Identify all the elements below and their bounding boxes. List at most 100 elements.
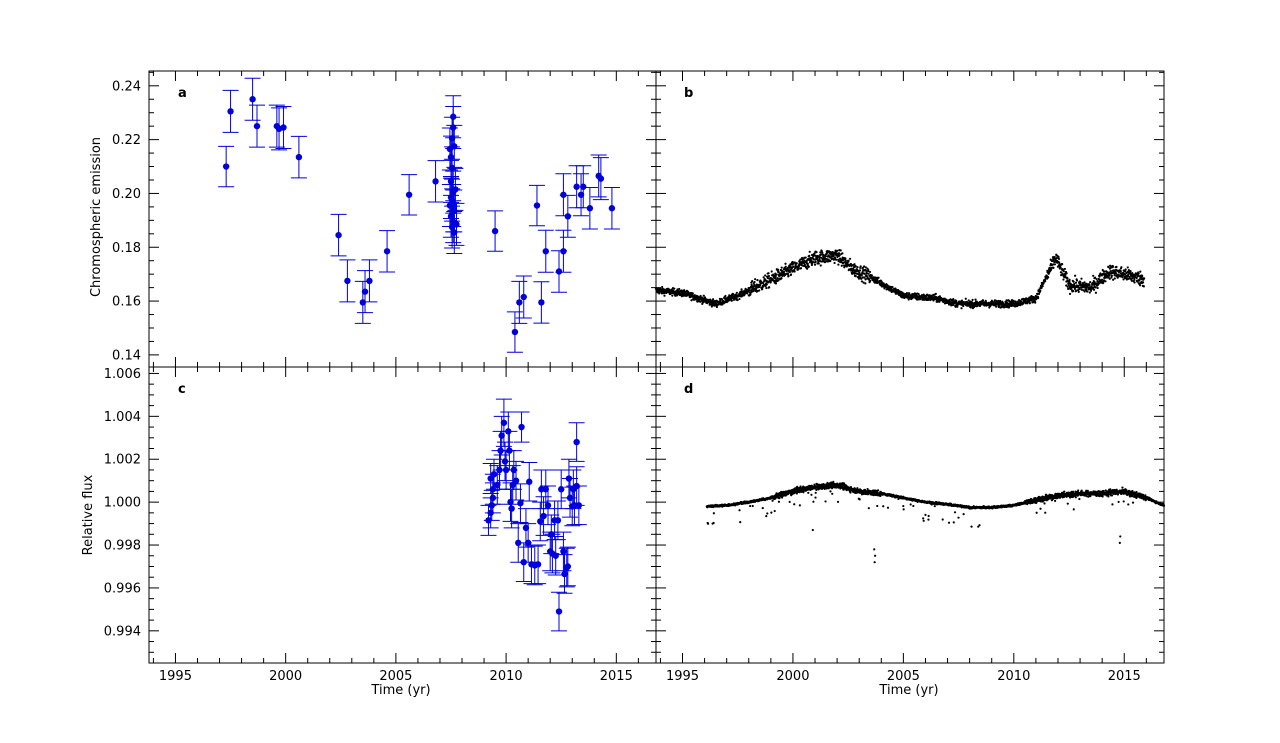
panel-d-marks: [705, 480, 1166, 564]
data-point: [678, 287, 681, 291]
data-point: [804, 256, 807, 259]
y-tick-label: 0.18: [112, 241, 141, 256]
data-point: [222, 163, 230, 170]
x-tick-label: 2000: [269, 669, 302, 684]
data-point: [863, 272, 866, 275]
data-point: [597, 175, 605, 182]
data-point: [864, 282, 867, 285]
data-point: [952, 521, 955, 524]
data-point: [452, 186, 459, 193]
data-point: [924, 513, 927, 516]
data-point: [1093, 281, 1096, 284]
data-point: [1120, 266, 1123, 269]
data-point: [566, 494, 574, 502]
data-point: [867, 507, 870, 510]
data-point: [405, 191, 413, 198]
y-tick-label: 0.22: [112, 133, 141, 148]
data-point: [738, 297, 741, 301]
data-point: [1138, 278, 1141, 281]
data-point: [927, 514, 930, 518]
data-point: [864, 278, 867, 281]
data-point: [508, 505, 515, 512]
data-point: [792, 265, 795, 268]
data-point: [743, 293, 746, 296]
data-point: [793, 503, 796, 506]
data-point: [812, 258, 815, 261]
data-point: [1122, 278, 1125, 281]
data-point: [450, 207, 457, 215]
data-point: [555, 608, 563, 615]
data-point: [663, 294, 666, 297]
data-point: [1119, 270, 1122, 273]
data-point: [488, 502, 495, 509]
data-point: [974, 298, 977, 301]
data-point: [767, 272, 770, 275]
data-point: [807, 491, 810, 494]
data-point: [832, 254, 835, 257]
data-point: [1077, 284, 1080, 288]
data-point: [769, 281, 772, 284]
data-point: [500, 419, 508, 426]
data-point: [344, 277, 351, 285]
data-point: [1089, 289, 1093, 292]
data-point: [1141, 281, 1145, 284]
data-point: [1078, 288, 1081, 291]
data-point: [941, 518, 944, 521]
data-point: [1068, 280, 1071, 283]
data-point: [560, 191, 567, 198]
data-point: [863, 488, 867, 491]
data-point: [1126, 266, 1129, 269]
data-point: [586, 205, 594, 212]
panel-a-chromospheric-emission: 0.140.160.180.200.220.24 a: [112, 70, 657, 368]
data-point: [447, 194, 455, 201]
data-point: [522, 524, 530, 532]
data-point: [732, 293, 735, 296]
data-point: [573, 482, 580, 490]
data-point: [1066, 285, 1069, 288]
data-point: [699, 300, 702, 303]
data-point: [864, 266, 867, 269]
data-point: [1063, 267, 1067, 271]
data-point: [1053, 263, 1057, 266]
data-point: [971, 298, 974, 301]
data-point: [835, 486, 838, 489]
data-point: [446, 202, 454, 209]
data-point: [735, 291, 738, 294]
data-point: [818, 256, 822, 259]
data-point: [775, 273, 778, 276]
data-point: [1133, 278, 1136, 281]
data-point: [962, 304, 965, 308]
data-point: [1124, 273, 1127, 276]
data-point: [768, 286, 771, 289]
data-point: [812, 500, 815, 503]
data-point: [824, 255, 827, 258]
data-point: [453, 221, 460, 228]
data-point: [838, 254, 841, 257]
data-point: [724, 294, 727, 298]
data-point: [1108, 277, 1111, 280]
data-point: [1094, 286, 1097, 289]
data-point: [1037, 296, 1040, 300]
data-point: [867, 269, 870, 272]
panel-a-marks: [218, 77, 620, 353]
data-point: [780, 496, 784, 499]
data-point: [861, 266, 864, 270]
data-point: [676, 288, 679, 291]
data-point: [780, 269, 784, 272]
data-point: [829, 490, 832, 493]
data-point: [808, 254, 811, 257]
data-point: [1058, 261, 1061, 264]
data-point: [795, 262, 798, 265]
data-point: [383, 248, 391, 255]
data-point: [960, 299, 964, 302]
data-point: [927, 518, 930, 521]
data-point: [865, 272, 868, 275]
data-point: [1100, 278, 1104, 281]
data-point: [608, 205, 616, 212]
data-point: [1041, 285, 1044, 288]
data-point: [789, 273, 793, 276]
data-point: [516, 299, 523, 306]
data-point: [1062, 270, 1065, 273]
data-point: [876, 504, 879, 508]
